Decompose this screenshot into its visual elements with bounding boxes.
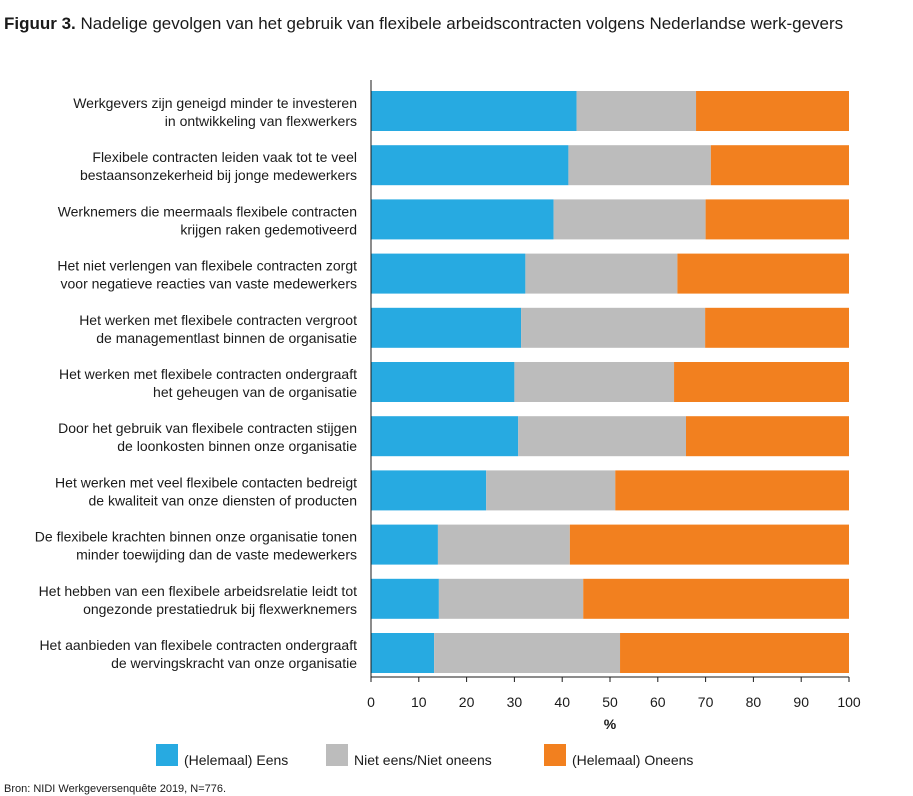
row-label-2-line-2: bestaansonzekerheid bij jonge medewerker… (80, 167, 357, 183)
row-label-1-line-1: Werkgevers zijn geneigd minder te invest… (73, 95, 357, 111)
bar-oneens-3 (705, 199, 849, 240)
row-label-4-line-1: Het niet verlengen van flexibele contrac… (57, 258, 357, 274)
stacked-bar-chart: Werkgevers zijn geneigd minder te invest… (35, 80, 861, 732)
row-label-8-line-1: Het werken met veel flexibele contacten … (55, 474, 357, 490)
row-label-1-line-2: in ontwikkeling van flexwerkers (165, 113, 357, 129)
row-label-11-line-2: de wervingskracht van onze organisatie (111, 655, 357, 671)
row-label-2-line-1: Flexibele contracten leiden vaak tot te … (92, 149, 357, 165)
bar-eens-7 (371, 416, 519, 457)
row-label-3-line-2: krijgen raken gedemotiveerd (180, 221, 357, 237)
bar-eens-10 (371, 578, 439, 619)
row-label-4-line-2: voor negatieve reacties van vaste medewe… (61, 276, 357, 292)
bar-neutraal-10 (438, 578, 584, 619)
row-label-2: Flexibele contracten leiden vaak tot te … (80, 149, 357, 183)
x-axis: 0 10 20 30 40 50 60 70 80 90 100% (367, 80, 861, 732)
x-tick-label-70: 70 (698, 694, 714, 710)
source-note: Bron: NIDI Werkgeversenquête 2019, N=776… (4, 783, 227, 795)
bar-eens-6 (371, 362, 515, 402)
x-tick-label-0: 0 (367, 694, 375, 710)
bar-oneens-10 (583, 578, 849, 619)
row-label-8-line-2: de kwaliteit van onze diensten of produc… (88, 492, 357, 508)
bar-oneens-6 (674, 362, 849, 402)
bar-oneens-1 (696, 91, 849, 131)
x-tick-label-60: 60 (650, 694, 666, 710)
row-label-9-line-2: minder toewijding dan de vaste medewerke… (76, 547, 357, 563)
x-tick-label-100: 100 (837, 694, 861, 710)
x-tick-label-50: 50 (602, 694, 618, 710)
legend-label-neutraal: Niet eens/Niet oneens (354, 752, 492, 768)
row-label-10: Het hebben van een flexibele arbeidsrela… (39, 583, 357, 617)
row-label-4: Het niet verlengen van flexibele contrac… (57, 258, 357, 292)
row-label-3-line-1: Werknemers die meermaals flexibele contr… (58, 203, 357, 219)
bar-oneens-11 (620, 633, 849, 673)
x-tick-label-40: 40 (554, 694, 570, 710)
row-label-5-line-2: de managementlast binnen de organisatie (96, 330, 357, 346)
bar-neutraal-9 (437, 524, 570, 565)
figure-title-text: Nadelige gevolgen van het gebruik van fl… (80, 14, 844, 33)
bar-eens-9 (371, 524, 438, 565)
row-label-1: Werkgevers zijn geneigd minder te invest… (73, 95, 357, 129)
row-label-5: Het werken met flexibele contracten verg… (79, 312, 357, 346)
bar-oneens-8 (615, 470, 849, 511)
row-label-10-line-1: Het hebben van een flexibele arbeidsrela… (39, 583, 357, 599)
bar-eens-2 (371, 145, 569, 186)
bar-neutraal-1 (576, 91, 697, 131)
legend: (Helemaal) Eens Niet eens/Niet oneens (H… (156, 744, 856, 774)
bar-neutraal-7 (518, 416, 686, 457)
bars (371, 91, 849, 673)
bar-oneens-4 (677, 253, 849, 294)
bar-oneens-5 (705, 307, 849, 348)
row-label-3: Werknemers die meermaals flexibele contr… (58, 203, 357, 237)
row-label-9: De flexibele krachten binnen onze organi… (35, 529, 357, 563)
bar-oneens-7 (686, 416, 849, 457)
bar-neutraal-6 (514, 362, 675, 402)
bar-eens-1 (371, 91, 577, 131)
row-label-5-line-1: Het werken met flexibele contracten verg… (79, 312, 357, 328)
figure-number: Figuur 3. (4, 14, 76, 33)
bar-eens-3 (371, 199, 554, 240)
legend-label-oneens: (Helemaal) Oneens (572, 752, 694, 768)
row-label-11: Het aanbieden van flexibele contracten o… (39, 637, 357, 671)
row-label-6-line-1: Het werken met flexibele contracten onde… (59, 366, 357, 382)
row-label-6-line-2: het geheugen van de organisatie (153, 384, 357, 400)
row-label-10-line-2: ongezonde prestatiedruk bij flexwerkneme… (83, 601, 357, 617)
x-tick-label-80: 80 (746, 694, 762, 710)
bar-neutraal-5 (521, 307, 706, 348)
x-tick-label-30: 30 (507, 694, 523, 710)
row-label-7: Door het gebruik van flexibele contracte… (58, 420, 357, 454)
bar-eens-11 (371, 633, 435, 673)
row-label-9-line-1: De flexibele krachten binnen onze organi… (35, 529, 357, 545)
legend-label-eens: (Helemaal) Eens (184, 752, 289, 768)
bar-oneens-2 (710, 145, 849, 186)
bar-neutraal-11 (434, 633, 621, 673)
legend-swatch-neutraal (326, 744, 348, 766)
bar-eens-8 (371, 470, 487, 511)
bar-oneens-9 (569, 524, 849, 565)
row-label-8: Het werken met veel flexibele contacten … (55, 474, 357, 508)
bar-neutraal-4 (525, 253, 678, 294)
row-labels: Werkgevers zijn geneigd minder te invest… (35, 95, 357, 671)
x-tick-label-10: 10 (411, 694, 427, 710)
bar-eens-5 (371, 307, 522, 348)
bar-neutraal-3 (553, 199, 706, 240)
row-label-7-line-2: de loonkosten binnen onze organisatie (117, 438, 357, 454)
row-label-11-line-1: Het aanbieden van flexibele contracten o… (39, 637, 357, 653)
bar-neutraal-8 (486, 470, 616, 511)
figure-title: Figuur 3. Nadelige gevolgen van het gebr… (4, 10, 884, 37)
bar-eens-4 (371, 253, 526, 294)
legend-swatch-eens (156, 744, 178, 766)
bar-neutraal-2 (568, 145, 711, 186)
row-label-7-line-1: Door het gebruik van flexibele contracte… (58, 420, 357, 436)
row-label-6: Het werken met flexibele contracten onde… (59, 366, 357, 400)
x-axis-label: % (604, 716, 617, 732)
x-tick-label-20: 20 (459, 694, 475, 710)
x-tick-label-90: 90 (793, 694, 809, 710)
legend-swatch-oneens (544, 744, 566, 766)
